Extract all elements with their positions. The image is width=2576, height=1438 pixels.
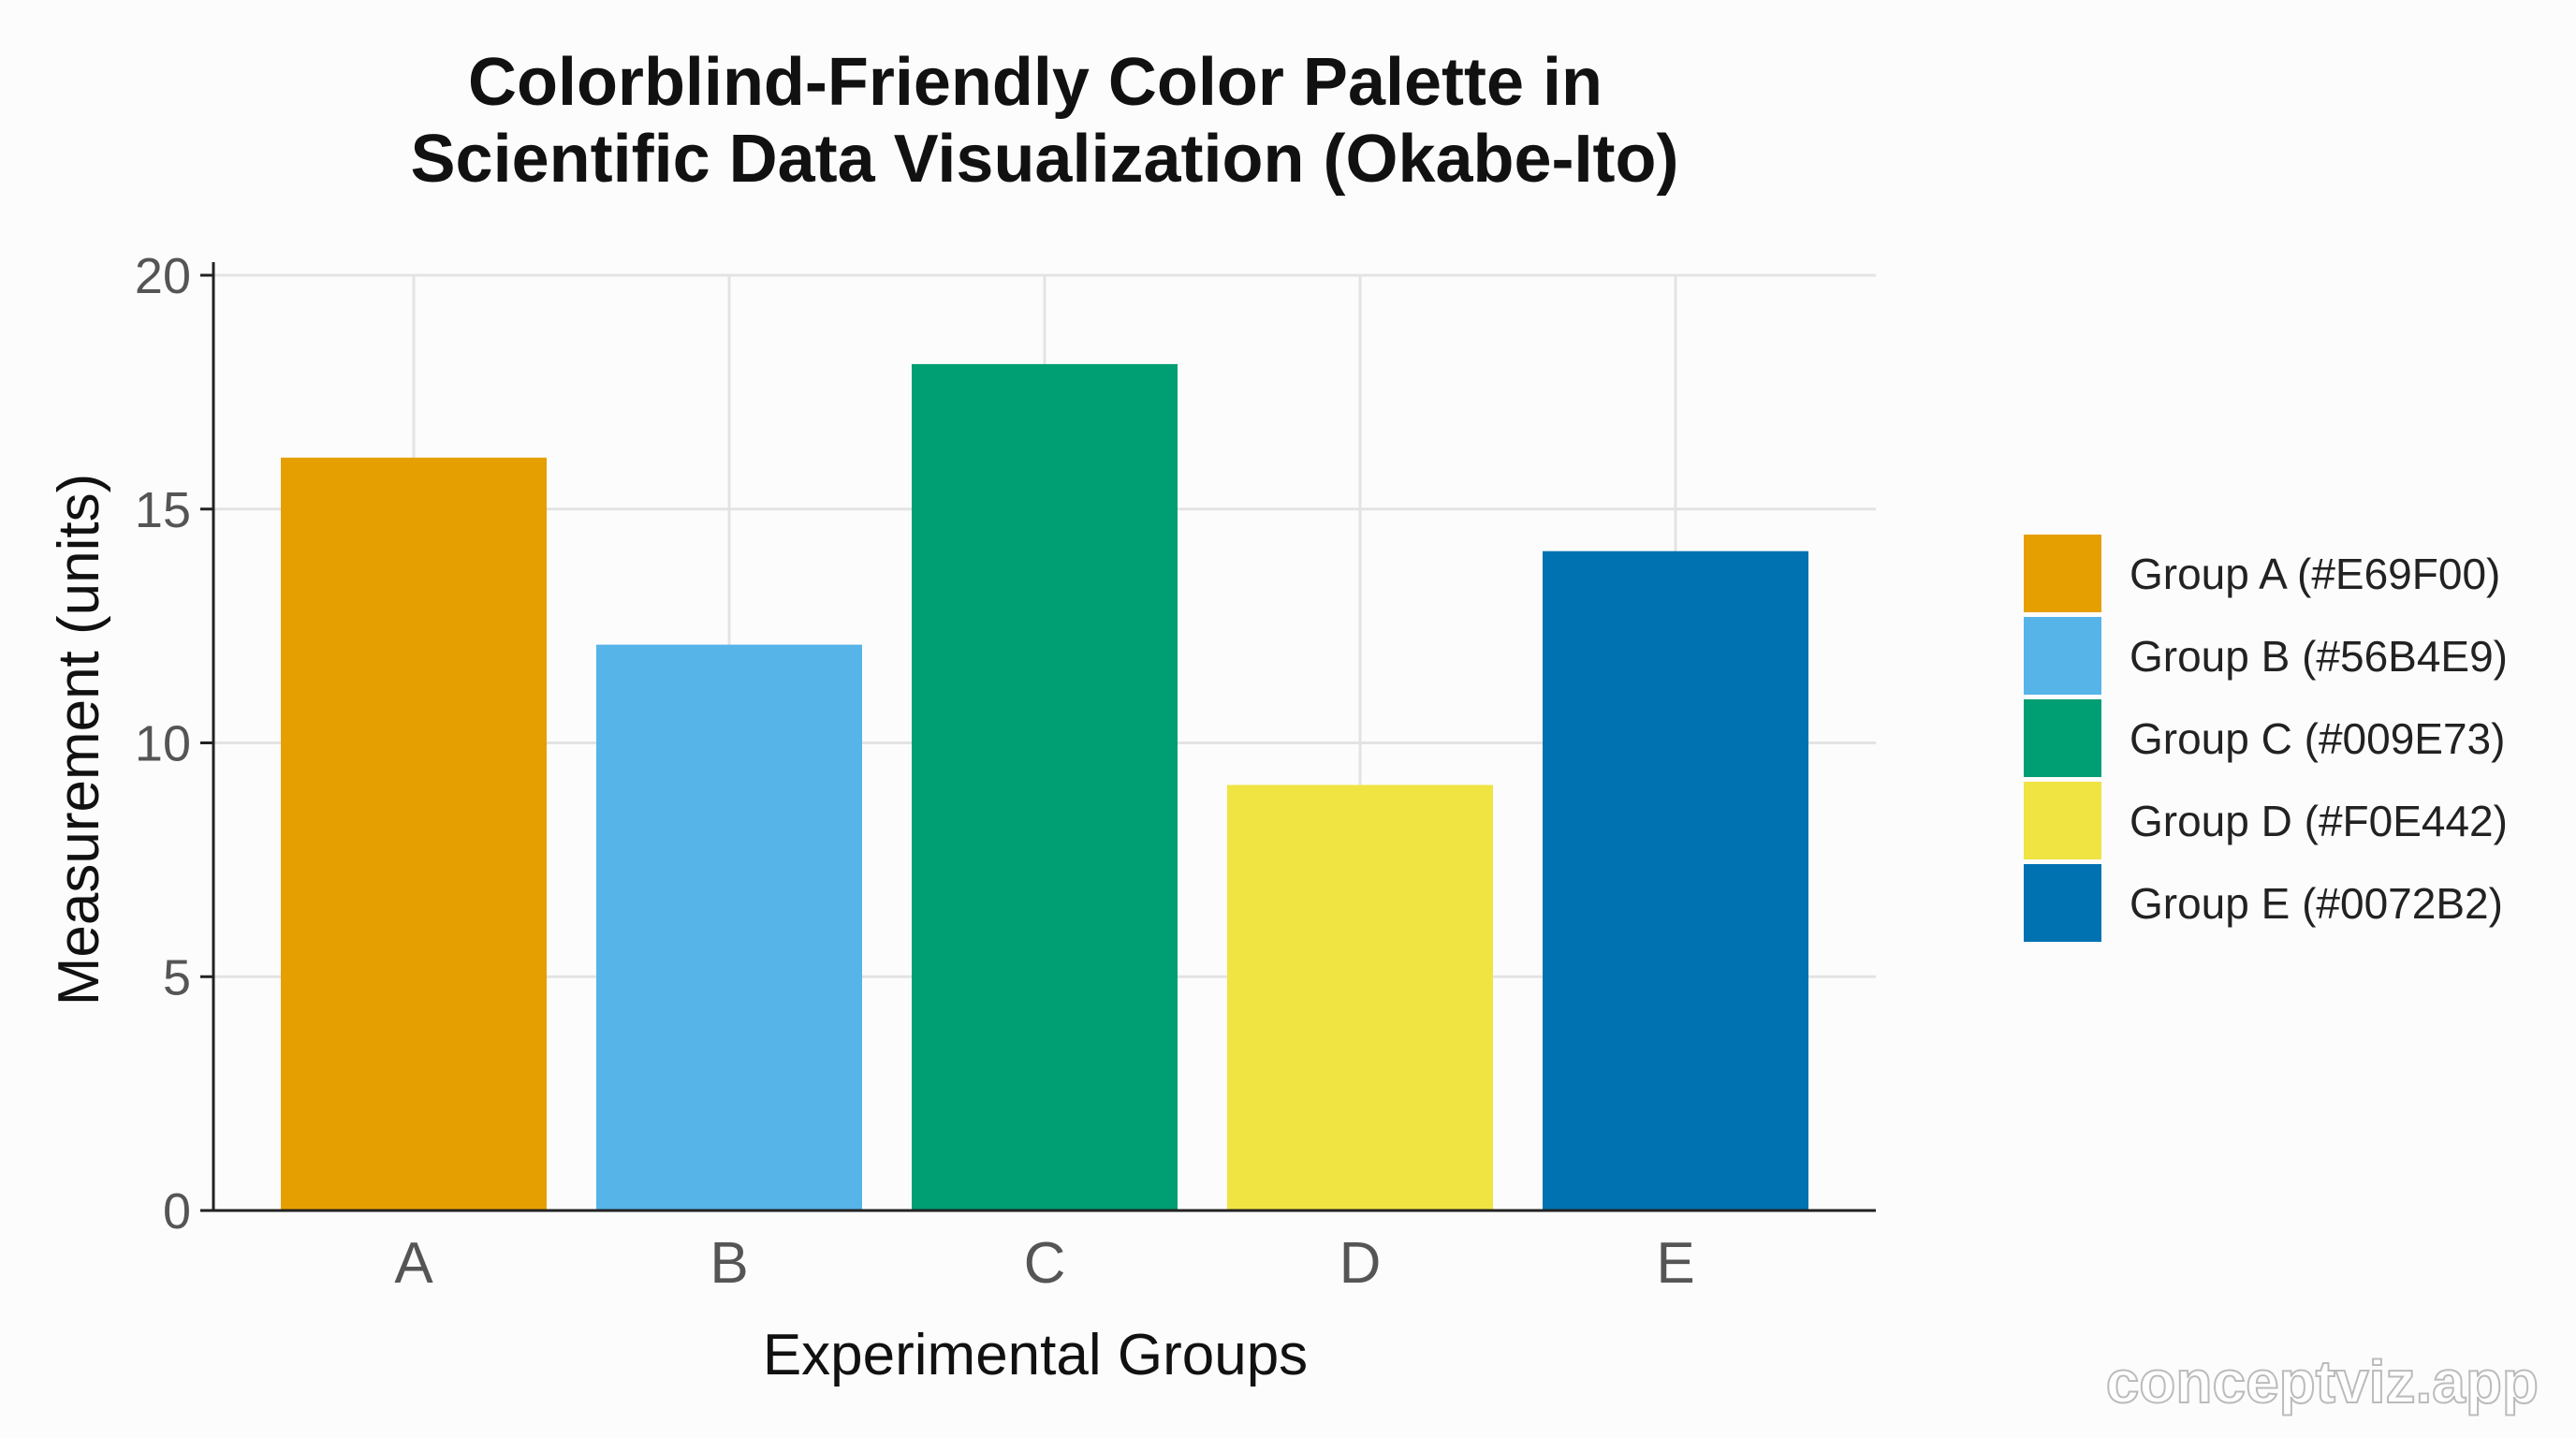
y-axis-label: Measurement (units) [47,474,111,1006]
y-tick-label: 0 [163,1183,191,1240]
y-tick-label: 10 [135,716,191,772]
legend-label: Group B (#56B4E9) [2130,632,2508,681]
x-tick-label: A [394,1231,433,1296]
legend-swatch-c [2024,699,2101,777]
bar-e [1543,550,1808,1211]
bar-c [912,363,1178,1211]
chart-title-line-2: Scientific Data Visualization (Okabe-Ito… [411,122,1679,197]
legend-label: Group C (#009E73) [2130,714,2505,763]
x-tick-label: C [1024,1231,1066,1296]
watermark: conceptviz.app [2106,1348,2539,1416]
legend: Group A (#E69F00) Group B (#56B4E9) Group … [2024,535,2508,942]
bar-a [281,457,547,1211]
x-tick-label: D [1339,1231,1382,1296]
x-tick-label: B [710,1231,748,1296]
bars [281,363,1808,1211]
axes: 0 5 10 15 20 A B C D E [135,248,1876,1296]
legend-label: Group E (#0072B2) [2130,879,2503,928]
legend-swatch-a [2024,535,2101,612]
legend-swatch-e [2024,864,2101,942]
bar-d [1227,785,1493,1211]
chart-title-line-1: Colorblind-Friendly Color Palette in [468,45,1603,120]
y-tick-label: 15 [135,482,191,538]
legend-label: Group D (#F0E442) [2130,797,2508,845]
legend-label: Group A (#E69F00) [2130,550,2500,598]
x-axis-label: Experimental Groups [763,1323,1308,1387]
y-tick-label: 5 [163,949,191,1005]
x-tick-label: E [1656,1231,1694,1296]
y-tick-label: 20 [135,248,191,304]
bar-b [596,644,862,1211]
legend-swatch-b [2024,617,2101,695]
legend-swatch-d [2024,782,2101,859]
